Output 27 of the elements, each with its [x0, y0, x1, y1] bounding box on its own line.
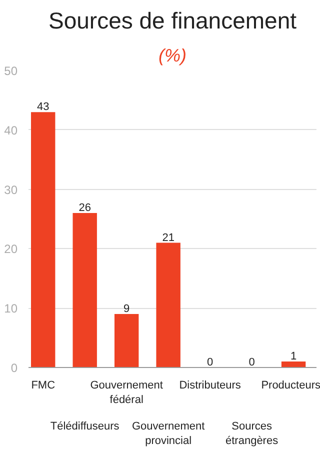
data-label: 26 [78, 202, 91, 214]
y-tick-label: 0 [10, 361, 18, 375]
bar [281, 362, 306, 368]
chart-title: Sources de financement [48, 8, 298, 34]
x-tick-label: Producteurs [261, 380, 320, 392]
bar [31, 112, 56, 368]
y-tick-label: 40 [4, 123, 18, 138]
data-label: 1 [290, 350, 297, 363]
y-tick-label: 10 [4, 302, 18, 316]
x-tick-label: Télédiffuseurs [50, 420, 120, 432]
x-tick-label: Gouvernement fédéral [90, 380, 163, 406]
bar [114, 314, 139, 368]
data-label: 21 [162, 232, 174, 244]
data-label: 0 [207, 356, 214, 368]
data-label: 0 [248, 356, 255, 368]
x-tick-label: Distributeurs [179, 380, 242, 392]
chart-subtitle: (%) [158, 46, 187, 66]
y-tick-label: 20 [4, 242, 18, 256]
bar [72, 213, 97, 368]
data-label: 9 [124, 303, 130, 316]
y-tick-label: 30 [4, 182, 18, 197]
data-label: 43 [36, 101, 50, 114]
x-tick-label: FMC [31, 380, 56, 392]
x-tick-label: Gouvernement provincial [132, 420, 205, 447]
bar [156, 242, 180, 368]
y-tick-label: 50 [4, 64, 18, 78]
x-tick-label: Sources étrangères [226, 420, 279, 447]
